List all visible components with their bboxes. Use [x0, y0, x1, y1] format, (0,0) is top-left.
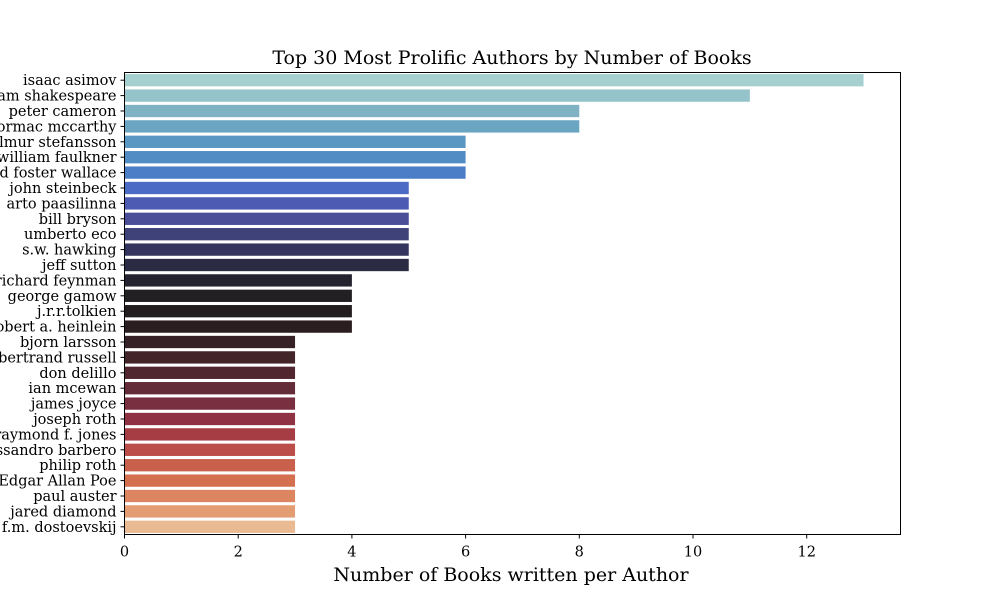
y-tick-label: isaac asimov	[23, 73, 117, 89]
bar	[124, 351, 296, 364]
y-tick-label: james joyce	[29, 397, 117, 413]
bar	[124, 382, 296, 395]
y-tick-label: richard feynman	[0, 273, 117, 289]
x-axis-label: Number of Books written per Author	[333, 564, 689, 586]
y-tick-label: vilhjalmur stefansson	[0, 135, 117, 151]
bar	[124, 397, 296, 410]
y-tick-label: Edgar Allan Poe	[0, 474, 117, 490]
y-tick-label: cormac mccarthy	[0, 119, 117, 135]
y-tick-label: don delillo	[39, 366, 116, 382]
y-tick-label: peter cameron	[9, 104, 117, 120]
y-tick-label: bertrand russell	[0, 350, 117, 366]
chart-title: Top 30 Most Prolific Authors by Number o…	[272, 47, 751, 69]
y-tick-label: jeff sutton	[40, 258, 117, 274]
y-tick-label: paul auster	[33, 489, 116, 505]
bar	[124, 412, 296, 426]
y-tick-label: george gamow	[8, 289, 117, 305]
x-tick-label: 4	[347, 545, 356, 561]
y-tick-label: s.w. hawking	[22, 243, 116, 259]
y-tick-label: bill bryson	[39, 212, 117, 228]
axes-frame	[124, 72, 901, 535]
bar	[124, 89, 750, 102]
bar	[124, 289, 352, 302]
bars-group	[124, 74, 864, 533]
bar	[124, 443, 296, 456]
bar	[124, 305, 352, 318]
x-tick-label: 10	[684, 545, 702, 561]
y-tick-label: ian mcewan	[28, 381, 116, 397]
x-tick-label: 2	[234, 545, 243, 561]
y-tick-label: umberto eco	[24, 227, 116, 243]
x-axis-ticks: 0 2 4 6 8 10 12	[120, 534, 816, 561]
bar	[124, 489, 296, 503]
bar	[124, 181, 409, 195]
y-tick-label: john steinbeck	[7, 181, 116, 197]
bar	[124, 104, 580, 118]
bar	[124, 459, 296, 472]
bar	[124, 166, 466, 179]
x-tick-label: 8	[575, 545, 584, 561]
y-tick-label: bjorn larsson	[20, 335, 117, 351]
bar	[124, 212, 409, 225]
bar	[124, 474, 296, 487]
bar	[124, 135, 466, 148]
y-tick-label: f.m. dostoevskij	[2, 520, 117, 536]
y-tick-label: arto paasilinna	[7, 196, 117, 212]
bar	[124, 258, 409, 272]
bar	[124, 197, 409, 210]
y-tick-label: jared diamond	[8, 504, 116, 520]
y-tick-label: robert a. heinlein	[0, 320, 117, 336]
bar	[124, 74, 864, 87]
y-tick-label: joseph roth	[31, 412, 116, 428]
y-tick-label: william shakespeare	[0, 89, 117, 105]
y-tick-label: alessandro barbero	[0, 443, 117, 459]
bar	[124, 366, 296, 379]
bar	[124, 335, 296, 349]
y-tick-label: david foster wallace	[0, 166, 117, 182]
bar	[124, 228, 409, 241]
y-tick-label: j.r.r.tolkien	[35, 304, 117, 320]
x-tick-label: 12	[797, 545, 815, 561]
y-tick-label: raymond f. jones	[0, 427, 117, 443]
x-tick-label: 6	[461, 545, 470, 561]
bar	[124, 428, 296, 441]
y-tick-label: william faulkner	[0, 150, 117, 166]
y-tick-label: philip roth	[39, 458, 116, 474]
bar	[124, 505, 296, 518]
bar	[124, 274, 352, 287]
bar	[124, 151, 466, 164]
bar	[124, 243, 409, 256]
bar	[124, 120, 580, 133]
bar	[124, 520, 296, 533]
x-tick-label: 0	[120, 545, 129, 561]
bar	[124, 320, 352, 333]
